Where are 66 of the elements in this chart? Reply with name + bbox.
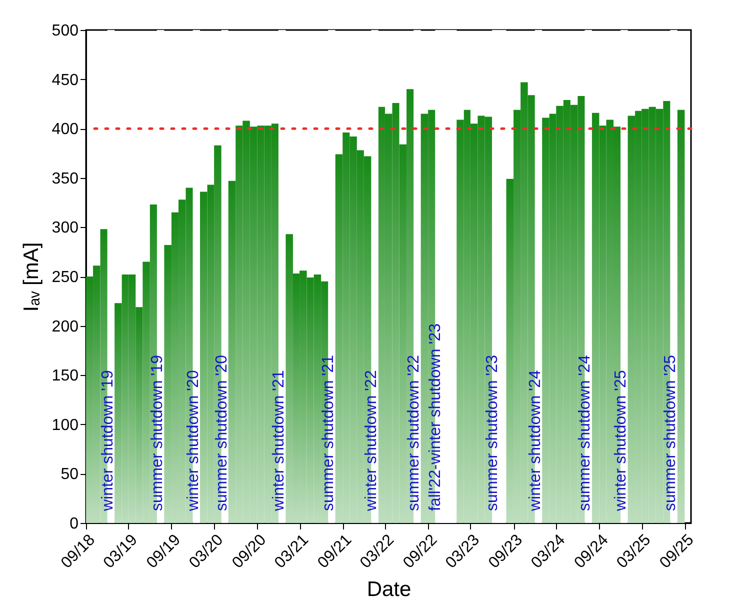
bar: [648, 106, 656, 523]
band-label: summer shutdown '19: [148, 354, 166, 511]
bar: [350, 136, 357, 523]
bar: [306, 277, 314, 523]
y-tick-label: 350: [52, 170, 79, 188]
band-label: winter shutdown '25: [612, 370, 630, 512]
bar: [606, 120, 614, 523]
band-label: winter shutdown '20: [184, 370, 202, 512]
x-axis-title: Date: [366, 578, 412, 602]
bar: [314, 274, 322, 523]
bar: [392, 102, 400, 523]
bar: [356, 150, 364, 523]
bar: [556, 106, 564, 523]
bar: [470, 124, 478, 523]
bar: [136, 307, 143, 523]
bar: [86, 276, 94, 523]
bar: [642, 108, 649, 523]
band-label: summer shutdown '20: [213, 354, 230, 511]
y-tick-label: 0: [70, 516, 79, 532]
bar: [128, 274, 136, 523]
bar: [142, 262, 150, 523]
y-tick-label: 400: [52, 121, 79, 138]
band-label: winter shutdown '24: [526, 370, 544, 512]
bar: [478, 116, 485, 523]
y-tick-label: 150: [52, 368, 79, 385]
bar: [635, 110, 642, 523]
band-label: summer shutdown '25: [662, 354, 680, 511]
bar: [264, 126, 272, 523]
bar: [242, 120, 250, 523]
y-tick-label: 500: [52, 22, 79, 40]
y-axis-title: Iₐᵥ [mA]: [20, 242, 43, 312]
bar: [342, 132, 350, 523]
bar: [207, 184, 214, 523]
y-tick-label: 300: [52, 220, 79, 237]
band-label: summer shutdown '24: [576, 354, 594, 511]
bar: [236, 126, 243, 523]
y-tick-label: 200: [52, 318, 79, 336]
bar: [178, 200, 186, 523]
y-tick-label: 250: [52, 269, 79, 286]
band-label: summer shutdown '21: [320, 354, 338, 511]
bar: [384, 114, 392, 523]
bar: [300, 270, 307, 523]
y-tick-label: 100: [52, 416, 79, 434]
bar: [93, 266, 100, 523]
band-label: winter shutdown '19: [99, 370, 116, 512]
bar: [171, 212, 178, 523]
band-label: summer shutdown '23: [484, 354, 501, 511]
bar: [292, 274, 300, 523]
bar: [250, 126, 258, 523]
bar: [549, 114, 556, 523]
band-label: winter shutdown '21: [270, 370, 288, 512]
band-label: summer shutdown '22: [406, 354, 423, 511]
bar: [599, 126, 606, 523]
band-label: fall'22-winter shutdown '23: [427, 323, 444, 511]
bar: [122, 274, 128, 523]
bar: [257, 126, 264, 523]
bar: [520, 82, 528, 523]
y-tick-label: 450: [52, 72, 79, 89]
band-label: winter shutdown '22: [363, 370, 380, 512]
bar: [514, 110, 521, 523]
bar: [656, 108, 664, 523]
y-tick-label: 50: [60, 466, 79, 484]
bar: [563, 100, 570, 523]
bar: [570, 104, 578, 523]
bar: [464, 110, 470, 523]
bar: [399, 144, 407, 523]
